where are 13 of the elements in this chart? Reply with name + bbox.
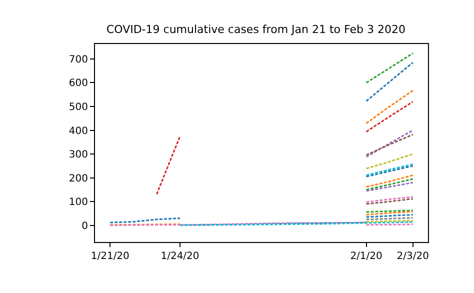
x-tick-label: 2/1/20 [350,251,382,262]
y-tick-label: 600 [68,78,88,90]
chart-title: COVID-19 cumulative cases from Jan 21 to Feb 3 2020 [106,23,406,36]
y-tick-label: 100 [68,197,88,208]
y-tick-label: 300 [68,150,88,161]
y-tick-label: 400 [68,126,88,137]
y-tick-label: 200 [68,173,88,184]
y-tick-label: 500 [68,102,88,114]
y-tick-label: 0 [82,220,88,232]
x-tick-label: 1/21/20 [90,251,130,262]
x-tick-label: 1/24/20 [160,251,200,262]
y-tick-label: 700 [68,54,88,66]
x-tick-label: 2/3/20 [396,251,429,262]
